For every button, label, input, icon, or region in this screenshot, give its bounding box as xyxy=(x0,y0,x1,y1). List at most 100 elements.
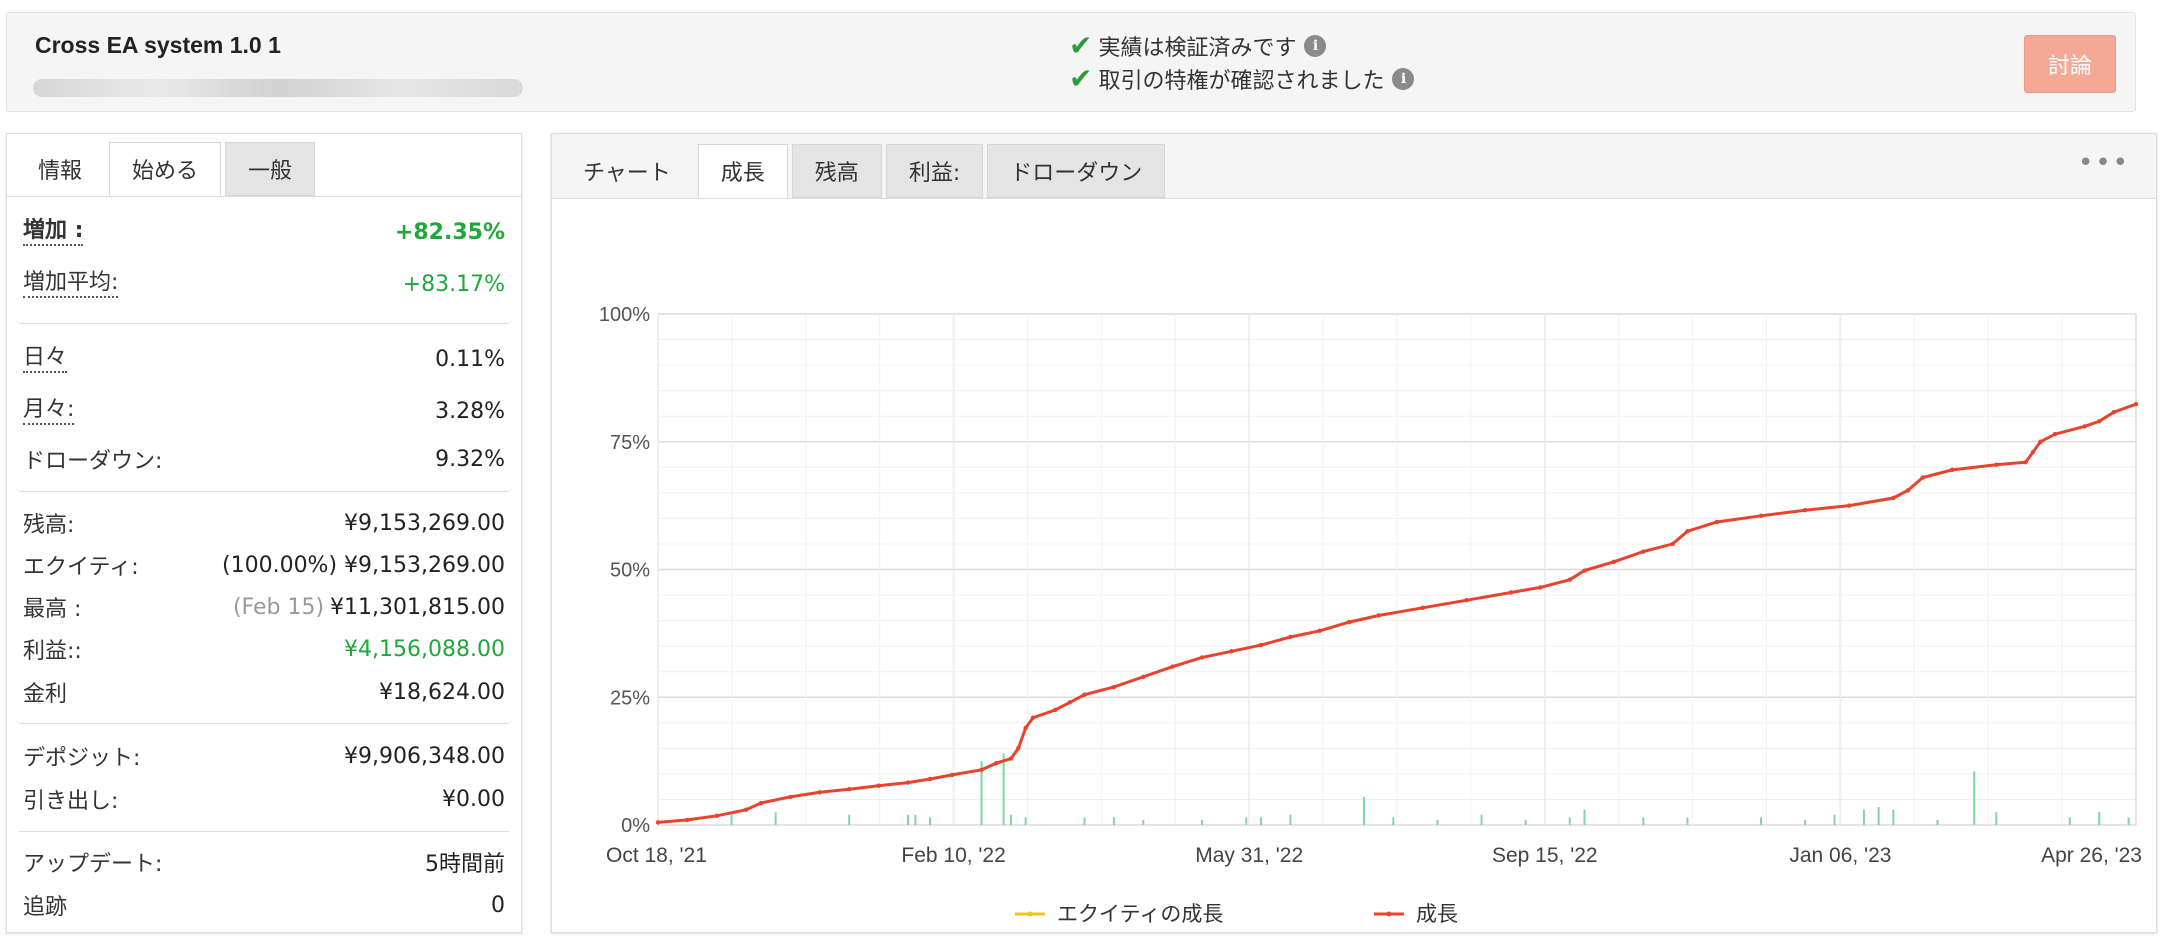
growth-point xyxy=(1670,541,1675,547)
y-tick-label: 75% xyxy=(610,432,650,454)
tab-getting-started[interactable]: 始める xyxy=(109,142,222,196)
stat-updated: アップデート: 5時間前 xyxy=(23,852,505,877)
growth-chart: 100% 75% 50% 25% 0% Oct 18, '21 Feb 10, '22 Ma… xyxy=(599,304,2142,926)
trade-bar xyxy=(774,812,777,825)
x-tick-label: Oct 18, '21 xyxy=(606,844,707,867)
growth-point xyxy=(1347,619,1352,625)
discuss-button[interactable]: 討論 xyxy=(2024,35,2116,93)
tab-general[interactable]: 一般 xyxy=(225,142,316,196)
growth-point xyxy=(2038,439,2043,444)
growth-series-line xyxy=(657,402,2137,824)
x-tick-label: Jan 06, '23 xyxy=(1789,844,1891,867)
trade-bar xyxy=(1112,817,1115,825)
trade-bar xyxy=(1583,809,1586,825)
trade-bar xyxy=(2127,817,2130,825)
stat-drawdown: ドローダウン: 9.32% xyxy=(23,446,505,475)
growth-point xyxy=(2097,419,2102,424)
growth-point xyxy=(1067,700,1072,705)
x-tick-label: Sep 15, '22 xyxy=(1492,844,1598,867)
growth-point xyxy=(1258,642,1264,648)
trade-bar xyxy=(2098,812,2101,825)
info-icon[interactable]: i xyxy=(1304,35,1327,57)
growth-point xyxy=(905,780,911,785)
growth-point xyxy=(846,787,852,792)
growth-point xyxy=(817,790,822,795)
info-icon[interactable]: i xyxy=(1392,68,1415,90)
x-tick-label: Feb 10, '22 xyxy=(901,844,1005,867)
stat-abs-gain: 増加平均: +83.17% xyxy=(23,270,505,298)
trade-bar xyxy=(914,814,917,825)
growth-point xyxy=(1464,597,1470,603)
check-icon: ✔ xyxy=(1069,62,1093,95)
tab-info[interactable]: 情報 xyxy=(38,159,83,184)
stat-monthly: 月々: 3.28% xyxy=(23,397,505,425)
stat-equity: エクイティ: (100.00%) ¥9,153,269.00 xyxy=(23,552,505,581)
growth-point xyxy=(1199,655,1205,660)
stat-deposits: デポジット: ¥9,906,348.00 xyxy=(23,743,505,772)
system-header: Cross EA system 1.0 1 ✔ 実績は検証済みです i ✔ 取引… xyxy=(6,12,2136,112)
growth-point xyxy=(1376,613,1381,618)
stats-tabs: 情報 始める 一般 xyxy=(15,142,319,196)
trade-bar xyxy=(1568,817,1571,825)
growth-point xyxy=(1802,508,1808,513)
growth-point xyxy=(1111,684,1117,690)
x-tick-label: Apr 26, '23 xyxy=(2041,844,2142,867)
growth-point xyxy=(1758,513,1764,519)
divider xyxy=(7,196,521,197)
tab-drawdown[interactable]: ドローダウン xyxy=(987,144,1166,198)
growth-point xyxy=(1920,475,1925,480)
stat-daily: 日々 0.11% xyxy=(23,345,505,373)
growth-point xyxy=(2133,401,2139,407)
growth-point xyxy=(1082,692,1087,697)
growth-point xyxy=(758,800,764,806)
trade-bar xyxy=(1259,817,1262,825)
growth-point xyxy=(949,772,955,778)
y-tick-label: 25% xyxy=(610,687,650,709)
more-options-icon[interactable]: ••• xyxy=(2077,148,2130,178)
chart-tabs: チャート 成長 残高 利益: ドローダウン ••• xyxy=(552,134,2156,199)
growth-point xyxy=(876,783,881,788)
trade-bar xyxy=(1289,814,1292,825)
trade-bar xyxy=(1877,807,1880,825)
legend-label: エクイティの成長 xyxy=(1057,903,1223,926)
trade-bar xyxy=(1142,819,1145,825)
legend-marker xyxy=(1027,911,1033,917)
stat-withdrawals: 引き出し: ¥0.00 xyxy=(23,786,505,815)
trade-bar xyxy=(1862,809,1865,825)
trade-bar xyxy=(1642,817,1645,825)
tab-chart[interactable]: チャート xyxy=(583,161,671,186)
trade-bar xyxy=(1892,809,1895,825)
stat-highest: 最高 : (Feb 15) ¥11,301,815.00 xyxy=(23,594,505,623)
growth-point xyxy=(994,760,999,766)
stat-interest: 金利 ¥18,624.00 xyxy=(23,679,505,708)
trade-bar xyxy=(1804,819,1807,825)
growth-point xyxy=(1905,488,1911,493)
tab-profit[interactable]: 利益: xyxy=(885,144,984,198)
trade-bar xyxy=(1936,819,1939,825)
growth-point xyxy=(655,820,661,825)
trade-bar xyxy=(1083,817,1086,825)
growth-point xyxy=(1685,528,1690,534)
growth-point xyxy=(2082,424,2087,429)
trade-bar xyxy=(1362,796,1365,825)
chart-panel: チャート 成長 残高 利益: ドローダウン ••• 100% 75% 50% 25% 0… xyxy=(551,133,2157,933)
growth-point xyxy=(1582,568,1587,573)
divider xyxy=(19,323,509,324)
growth-point xyxy=(1229,649,1234,654)
y-tick-label: 50% xyxy=(610,560,650,582)
tab-growth[interactable]: 成長 xyxy=(697,144,788,198)
tab-balance[interactable]: 残高 xyxy=(791,144,882,198)
stat-gain: 増加 : +82.35% xyxy=(23,218,505,246)
growth-point xyxy=(744,807,749,812)
trade-bar xyxy=(1009,814,1012,825)
trade-bar xyxy=(1973,771,1976,825)
growth-point xyxy=(2023,459,2028,465)
trade-bar xyxy=(980,761,983,825)
stat-profit: 利益:: ¥4,156,088.00 xyxy=(23,636,505,665)
trade-bar xyxy=(1201,819,1204,825)
divider xyxy=(19,491,509,492)
growth-point xyxy=(788,794,793,800)
growth-point xyxy=(1008,756,1014,761)
stat-tracking: 追跡 0 xyxy=(23,892,505,921)
trade-bar xyxy=(907,814,910,825)
